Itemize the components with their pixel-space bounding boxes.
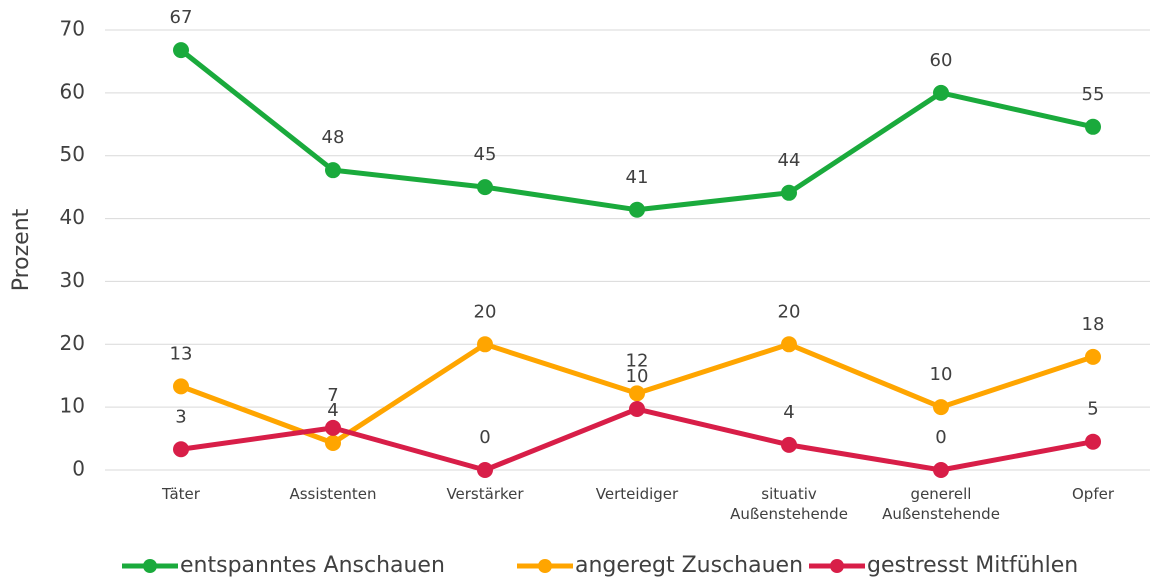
data-point (629, 385, 645, 402)
x-tick-label: generell Außenstehende (882, 485, 1000, 523)
x-tick-label: Täter (162, 485, 200, 503)
data-point (781, 436, 797, 453)
y-tick-label: 0 (72, 457, 85, 481)
data-point (933, 462, 949, 478)
y-tick-label: 60 (60, 79, 85, 103)
y-axis-label: Prozent (9, 208, 34, 291)
data-label: 7 (327, 385, 338, 406)
data-label: 44 (778, 150, 801, 171)
x-tick-label: Verstärker (446, 485, 524, 503)
data-point (629, 401, 645, 418)
legend-label: angeregt Zuschauen (575, 553, 803, 578)
data-point (629, 201, 645, 218)
data-point (1085, 433, 1101, 450)
data-point (1085, 118, 1101, 135)
legend-label: entspanntes Anschauen (180, 553, 445, 578)
data-label: 3 (175, 406, 186, 427)
data-label: 10 (626, 366, 649, 387)
x-tick-label: situativ Außenstehende (730, 485, 848, 523)
data-label: 12 (626, 350, 649, 371)
data-point (933, 84, 949, 101)
data-label: 4 (783, 402, 794, 423)
data-label: 60 (930, 50, 953, 71)
data-label: 20 (474, 301, 497, 322)
data-label: 45 (474, 144, 497, 165)
data-point (781, 336, 797, 353)
x-tick-label: Assistenten (289, 485, 377, 503)
y-tick-label: 40 (60, 205, 85, 229)
x-tick-label: Opfer (1071, 485, 1114, 503)
data-point (933, 399, 949, 416)
data-point (325, 419, 341, 436)
y-tick-label: 50 (60, 142, 85, 166)
data-label: 67 (170, 7, 193, 28)
data-label: 20 (778, 301, 801, 322)
y-tick-label: 10 (60, 394, 85, 418)
legend-marker (830, 559, 844, 573)
data-label: 0 (935, 427, 946, 448)
data-label: 41 (626, 167, 649, 188)
legend-marker (538, 559, 552, 573)
legend-marker (143, 559, 157, 573)
y-tick-label: 20 (60, 331, 85, 355)
data-label: 0 (479, 427, 490, 448)
y-tick-label: 70 (60, 17, 85, 41)
data-point (477, 462, 493, 478)
data-label: 13 (170, 343, 193, 364)
legend-label: gestresst Mitfühlen (867, 553, 1078, 578)
data-point (477, 336, 493, 353)
data-point (477, 179, 493, 196)
data-point (173, 441, 189, 458)
data-point (173, 378, 189, 395)
y-tick-label: 30 (60, 268, 85, 292)
data-label: 55 (1082, 84, 1105, 105)
data-label: 18 (1082, 314, 1105, 335)
data-point (173, 42, 189, 59)
data-label: 48 (322, 127, 345, 148)
data-point (1085, 348, 1101, 365)
data-point (325, 162, 341, 179)
data-label: 5 (1087, 399, 1098, 420)
data-label: 10 (930, 364, 953, 385)
x-tick-label: Verteidiger (595, 485, 679, 503)
data-point (325, 434, 341, 451)
data-point (781, 184, 797, 201)
data-label: 4 (327, 400, 338, 421)
